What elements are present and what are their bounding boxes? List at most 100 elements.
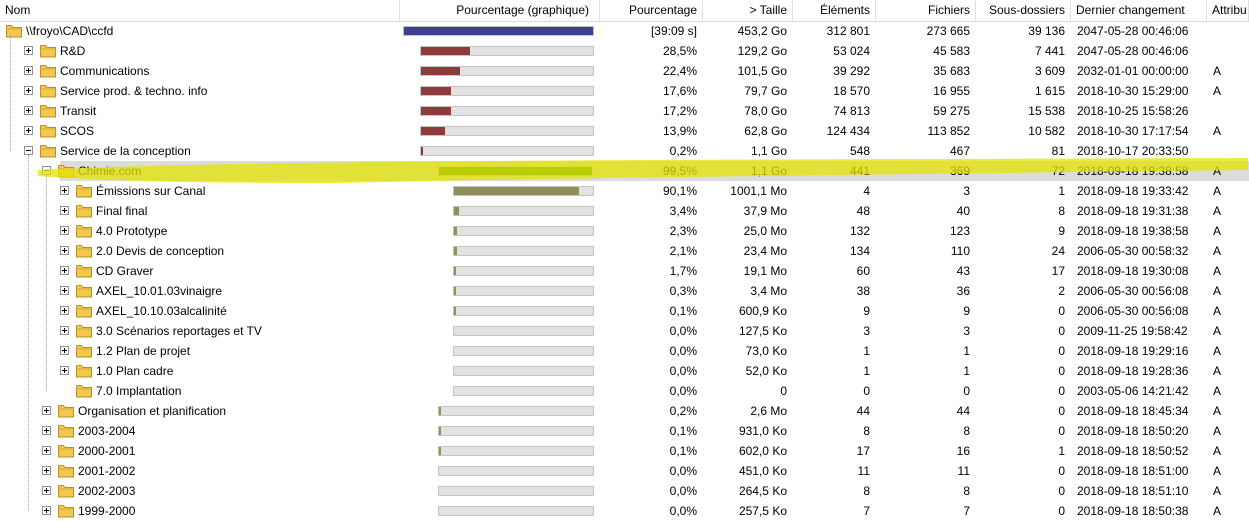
table-row[interactable]: 3.0 Scénarios reportages et TV 0,0% 127,5 … — [0, 321, 1249, 341]
folder-name[interactable]: Chimie.com — [78, 164, 142, 178]
expand-icon[interactable] — [24, 106, 33, 115]
table-row[interactable]: SCOS 13,9% 62,8 Go 124 434 113 852 10 582 2018… — [0, 121, 1249, 141]
table-row[interactable]: Service prod. & techno. info 17,6% 79,7 Go… — [0, 81, 1249, 101]
expand-icon[interactable] — [42, 406, 51, 415]
column-header-name[interactable]: Nom — [0, 0, 400, 21]
cell-size: 0 — [780, 384, 787, 398]
folder-name[interactable]: 1.0 Plan cadre — [96, 364, 174, 378]
table-row[interactable]: Service de la conception 0,2% 1,1 Go 548 467… — [0, 141, 1249, 161]
folder-name[interactable]: 2002-2003 — [78, 484, 136, 498]
column-header-modified[interactable]: Dernier changement — [1071, 0, 1207, 21]
folder-name[interactable]: 2001-2002 — [78, 464, 136, 478]
expand-icon[interactable] — [60, 186, 69, 195]
column-header-size[interactable]: > Taille — [703, 0, 793, 21]
table-row[interactable]: \\froyo\CAD\ccfd [39:09 s] 453,2 Go 312 801… — [0, 21, 1249, 41]
percentage-bar-fill — [439, 447, 441, 455]
expand-icon[interactable] — [24, 86, 33, 95]
folder-name[interactable]: 2.0 Devis de conception — [96, 244, 225, 258]
table-row[interactable]: 7.0 Implantation 0,0% 0 0 0 0 2003-05-06 14:21… — [0, 381, 1249, 401]
table-row[interactable]: Communications 22,4% 101,5 Go 39 292 35 683 3… — [0, 61, 1249, 81]
table-row[interactable]: Final final 3,4% 37,9 Mo 48 40 8 2018-09-18 19… — [0, 201, 1249, 221]
folder-name[interactable]: CD Graver — [96, 264, 154, 278]
table-row[interactable]: 4.0 Prototype 2,3% 25,0 Mo 132 123 9 2018-09-1… — [0, 221, 1249, 241]
folder-name[interactable]: AXEL_10.10.03alcalinité — [96, 304, 227, 318]
folder-name[interactable]: 7.0 Implantation — [96, 384, 182, 398]
table-row[interactable]: 1.2 Plan de projet 0,0% 73,0 Ko 1 1 0 2018-09-… — [0, 341, 1249, 361]
expand-icon[interactable] — [60, 206, 69, 215]
column-header-subdirs[interactable]: Sous-dossiers — [976, 0, 1071, 21]
folder-name[interactable]: 1999-2000 — [78, 504, 136, 518]
column-header-files[interactable]: Fichiers — [876, 0, 976, 21]
expand-icon[interactable] — [42, 426, 51, 435]
expand-icon[interactable] — [42, 506, 51, 515]
folder-name[interactable]: \\froyo\CAD\ccfd — [26, 24, 114, 38]
folder-name[interactable]: R&D — [60, 44, 86, 58]
folder-name[interactable]: Transit — [60, 104, 97, 118]
folder-name[interactable]: Organisation et planification — [78, 404, 227, 418]
folder-name[interactable]: 2003-2004 — [78, 424, 136, 438]
expand-icon[interactable] — [60, 326, 69, 335]
folder-name[interactable]: 4.0 Prototype — [96, 224, 168, 238]
table-row[interactable]: 2000-2001 0,1% 602,0 Ko 17 16 1 2018-09-18 18:… — [0, 441, 1249, 461]
folder-name[interactable]: Final final — [96, 204, 148, 218]
column-header-graph[interactable]: Pourcentage (graphique) — [400, 0, 600, 21]
expand-icon[interactable] — [60, 246, 69, 255]
folder-name[interactable]: Service prod. & techno. info — [60, 84, 208, 98]
expand-icon[interactable] — [24, 126, 33, 135]
table-row[interactable]: 2003-2004 0,1% 931,0 Ko 8 8 0 2018-09-18 18:50… — [0, 421, 1249, 441]
expand-icon[interactable] — [24, 46, 33, 55]
collapse-icon[interactable] — [42, 166, 51, 175]
expand-icon[interactable] — [60, 346, 69, 355]
cell-size: 37,9 Mo — [743, 204, 787, 218]
table-row[interactable]: 2002-2003 0,0% 264,5 Ko 8 8 0 2018-09-18 18:51… — [0, 481, 1249, 501]
column-header-pct[interactable]: Pourcentage — [600, 0, 703, 21]
table-row[interactable]: CD Graver 1,7% 19,1 Mo 60 43 17 2018-09-18 19:… — [0, 261, 1249, 281]
cell-files: 11 — [957, 464, 970, 478]
percentage-bar — [453, 206, 594, 216]
table-row[interactable]: 1999-2000 0,0% 257,5 Ko 7 7 0 2018-09-18 18:50… — [0, 501, 1249, 521]
cell-files: 16 — [956, 444, 970, 458]
expand-icon[interactable] — [60, 306, 69, 315]
table-row[interactable]: AXEL_10.10.03alcalinité 0,1% 600,9 Ko 9 9 0 20… — [0, 301, 1249, 321]
table-row[interactable]: Transit 17,2% 78,0 Go 74 813 59 275 15 538 201… — [0, 101, 1249, 121]
table-row[interactable]: AXEL_10.01.03vinaigre 0,3% 3,4 Mo 38 36 2 2006… — [0, 281, 1249, 301]
cell-pct: 0,2% — [669, 144, 697, 158]
folder-name[interactable]: 1.2 Plan de projet — [96, 344, 191, 358]
cell-items: 548 — [849, 144, 870, 158]
table-row[interactable]: Organisation et planification 0,2% 2,6 Mo 4… — [0, 401, 1249, 421]
table-row[interactable]: Chimie.com 99,5% 1,1 Go 441 369 72 2018-09-18 … — [0, 161, 1249, 181]
percentage-bar-fill — [439, 407, 441, 415]
cell-attr: A — [1213, 304, 1222, 318]
table-row[interactable]: R&D 28,5% 129,2 Go 53 024 45 583 7 441 2047-05… — [0, 41, 1249, 61]
table-row[interactable]: 2.0 Devis de conception 2,1% 23,4 Mo 134 110… — [0, 241, 1249, 261]
folder-name[interactable]: Émissions sur Canal — [96, 184, 206, 198]
folder-name[interactable]: Service de la conception — [60, 144, 191, 158]
column-header-attr[interactable]: Attribu — [1207, 0, 1249, 21]
expand-icon[interactable] — [60, 226, 69, 235]
percentage-bar-fill — [439, 167, 592, 175]
table-row[interactable]: 1.0 Plan cadre 0,0% 52,0 Ko 1 1 0 2018-09-18 1… — [0, 361, 1249, 381]
expand-icon[interactable] — [42, 446, 51, 455]
folder-name[interactable]: SCOS — [60, 124, 95, 138]
cell-attr: A — [1213, 364, 1222, 378]
folder-name[interactable]: 2000-2001 — [78, 444, 136, 458]
cell-pct: 0,0% — [669, 324, 697, 338]
expand-icon[interactable] — [60, 366, 69, 375]
folder-name[interactable]: 3.0 Scénarios reportages et TV — [96, 324, 262, 338]
cell-pct: 28,5% — [662, 44, 697, 58]
expand-icon[interactable] — [24, 66, 33, 75]
table-row[interactable]: 2001-2002 0,0% 451,0 Ko 11 11 0 2018-09-18 18:… — [0, 461, 1249, 481]
cell-items: 132 — [849, 224, 870, 238]
folder-icon — [76, 384, 92, 398]
folder-name[interactable]: Communications — [60, 64, 150, 78]
expand-icon[interactable] — [60, 286, 69, 295]
percentage-bar — [453, 366, 594, 376]
expand-icon[interactable] — [60, 266, 69, 275]
folder-name[interactable]: AXEL_10.01.03vinaigre — [96, 284, 223, 298]
collapse-icon[interactable] — [24, 146, 33, 155]
column-header-items[interactable]: Éléments — [793, 0, 876, 21]
expand-icon[interactable] — [42, 466, 51, 475]
expand-icon[interactable] — [42, 486, 51, 495]
cell-subdirs: 81 — [1051, 144, 1065, 158]
table-row[interactable]: Émissions sur Canal 90,1% 1001,1 Mo 4 3 1 2018… — [0, 181, 1249, 201]
